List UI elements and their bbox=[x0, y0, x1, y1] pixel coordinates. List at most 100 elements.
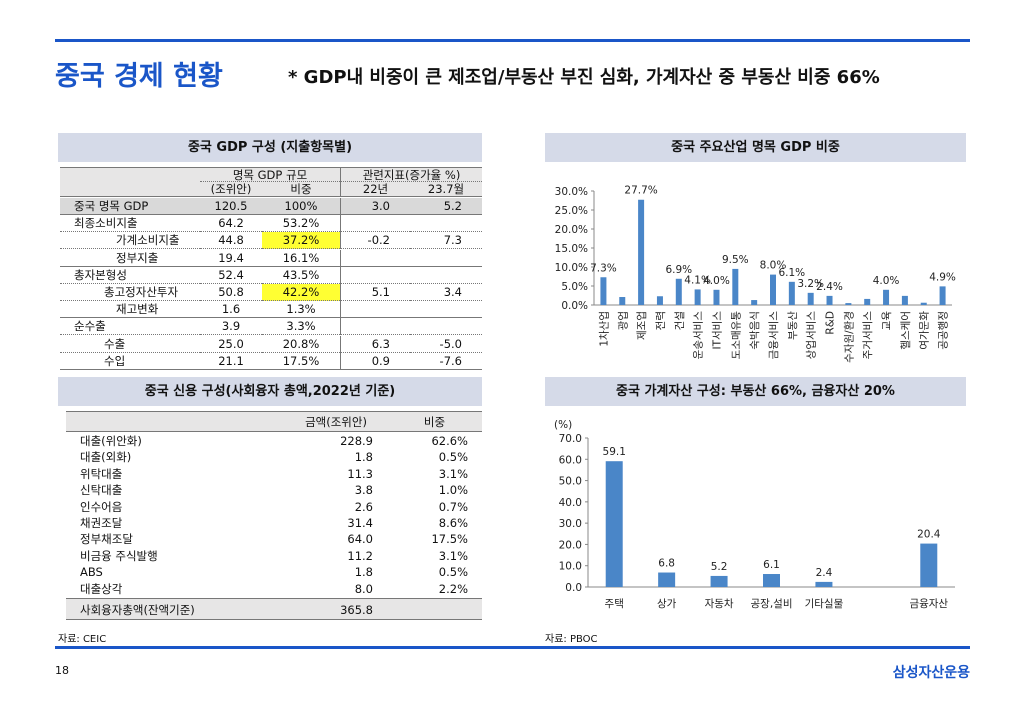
header-cell: 비중 bbox=[262, 182, 340, 197]
x-tick-label: 상가 bbox=[657, 598, 677, 610]
value-label: 8.0% bbox=[760, 260, 787, 272]
x-tick-label: 운송서비스 bbox=[693, 311, 705, 360]
row-label: 대출상각 bbox=[80, 581, 123, 596]
row-label: 정부지출 bbox=[60, 250, 200, 267]
table-cell: 37.2% bbox=[262, 232, 340, 250]
y-tick-label: 40.0 bbox=[559, 497, 582, 509]
x-tick-label: 금융자산 bbox=[909, 598, 948, 610]
bar bbox=[694, 289, 701, 305]
bar bbox=[920, 543, 938, 587]
table-cell: 64.2 bbox=[200, 215, 262, 233]
row-label: 중국 명목 GDP bbox=[60, 198, 200, 215]
bar bbox=[901, 295, 908, 305]
bar bbox=[826, 295, 833, 305]
table-cell bbox=[410, 250, 482, 267]
table-cell: 0.5% bbox=[438, 565, 468, 580]
y-tick-label: 30.0% bbox=[555, 186, 588, 198]
table-cell bbox=[340, 301, 410, 319]
bar bbox=[864, 298, 871, 305]
table-cell: 120.5 bbox=[200, 198, 262, 215]
row-label: 비금융 주식발행 bbox=[80, 548, 158, 563]
bar bbox=[815, 581, 833, 587]
x-tick-label: 자동차 bbox=[705, 598, 734, 610]
x-tick-label: IT서비스 bbox=[711, 311, 723, 350]
table-cell: 2.6 bbox=[354, 499, 373, 514]
row-label: 신탁대출 bbox=[80, 483, 123, 498]
row-label: 가계소비지출 bbox=[60, 232, 200, 250]
bottom-rule bbox=[55, 646, 970, 649]
bar bbox=[883, 289, 890, 305]
table-cell: 25.0 bbox=[200, 336, 262, 353]
table-cell bbox=[387, 598, 482, 620]
bar bbox=[751, 300, 758, 305]
header-cell bbox=[66, 411, 285, 432]
table-cell: 1.3% bbox=[262, 301, 340, 319]
x-tick-label: 주거서비스 bbox=[862, 311, 874, 360]
table-cell: 0.9 bbox=[340, 352, 410, 370]
y-tick-label: 10.0 bbox=[559, 561, 582, 573]
table-cell: 52.4 bbox=[200, 267, 262, 284]
table-cell: 1.6 bbox=[200, 301, 262, 319]
table-cell: 16.1% bbox=[262, 250, 340, 267]
table-cell: 5.2 bbox=[410, 198, 482, 215]
row-label: 수출 bbox=[60, 336, 200, 353]
table-cell: 3.9 bbox=[200, 318, 262, 336]
table-cell: 50.8 bbox=[200, 284, 262, 301]
bar bbox=[656, 296, 663, 305]
bar bbox=[710, 575, 728, 587]
y-tick-label: 70.0 bbox=[559, 433, 582, 445]
table-cell: 20.8% bbox=[262, 336, 340, 353]
table-cell bbox=[410, 318, 482, 336]
value-label: 6.1 bbox=[763, 559, 780, 571]
header-cell: 비중 bbox=[387, 411, 482, 432]
source: 자료: CEIC bbox=[58, 634, 107, 645]
bar bbox=[939, 286, 946, 305]
page-number: 18 bbox=[55, 664, 69, 677]
x-tick-label: 수자원/환경 bbox=[842, 311, 855, 363]
table-cell bbox=[410, 301, 482, 319]
row-label: 재고변화 bbox=[60, 301, 200, 319]
y-tick-label: 0.0 bbox=[565, 582, 582, 594]
table-cell: 0.7% bbox=[438, 499, 468, 514]
value-label: 4.0% bbox=[703, 275, 730, 287]
bar bbox=[658, 572, 676, 587]
table-cell: 21.1 bbox=[200, 353, 262, 370]
y-tick-label: 20.0 bbox=[559, 539, 582, 551]
table-cell: 3.0 bbox=[340, 198, 410, 215]
row-label: ABS bbox=[80, 565, 103, 580]
row-label: 인수어음 bbox=[80, 499, 123, 514]
x-tick-label: 숙박음식 bbox=[749, 311, 761, 350]
table-cell: 11.2 bbox=[347, 548, 373, 563]
value-label: 6.9% bbox=[665, 264, 692, 276]
value-label: 6.8 bbox=[658, 558, 675, 570]
table-cell bbox=[340, 249, 410, 267]
value-label: 9.5% bbox=[722, 254, 749, 266]
row-label: 총자본형성 bbox=[60, 267, 200, 284]
table-cell: 53.2% bbox=[262, 215, 340, 233]
page-title: 중국 경제 현황 bbox=[55, 61, 223, 92]
table-cell: 44.8 bbox=[200, 232, 262, 250]
bar bbox=[638, 199, 645, 305]
value-label: 7.3% bbox=[590, 262, 617, 274]
bar bbox=[732, 268, 739, 305]
bar bbox=[713, 289, 720, 305]
table-cell: 3.4 bbox=[410, 284, 482, 301]
table-cell bbox=[410, 267, 482, 284]
table-cell: 1.0% bbox=[438, 483, 468, 498]
panel-title: 중국 신용 구성(사회융자 총액,2022년 기준) bbox=[58, 377, 482, 406]
brand: 삼성자산운용 bbox=[892, 665, 970, 681]
panel-title: 중국 GDP 구성 (지출항목별) bbox=[58, 133, 482, 162]
bar bbox=[920, 302, 927, 305]
x-tick-label: 공장,설비 bbox=[751, 598, 793, 610]
bar bbox=[600, 277, 607, 305]
value-label: 3.2% bbox=[797, 278, 824, 290]
table-cell: 43.5% bbox=[262, 267, 340, 284]
y-axis-label: (%) bbox=[554, 419, 572, 431]
x-tick-label: 광업 bbox=[616, 311, 629, 330]
bar bbox=[605, 461, 623, 587]
table-cell: 365.8 bbox=[285, 598, 387, 620]
page-subtitle: * GDP내 비중이 큰 제조업/부동산 부진 심화, 가계자산 중 부동산 비… bbox=[288, 67, 880, 88]
value-label: 5.2 bbox=[711, 561, 728, 573]
